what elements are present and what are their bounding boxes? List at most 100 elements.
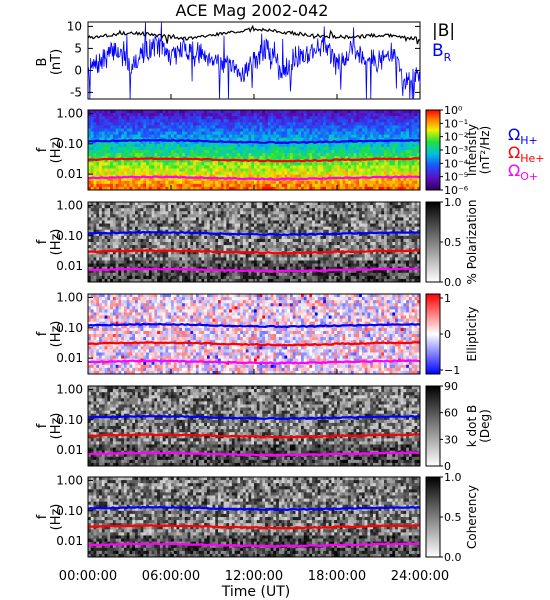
intensity-cell <box>337 159 341 163</box>
intensity-cell <box>325 180 330 185</box>
intensity-cell <box>381 150 385 154</box>
intensity-cell <box>289 119 294 123</box>
intensity-cell <box>270 150 274 154</box>
intensity-cell <box>229 153 233 157</box>
polarization-cell <box>229 220 233 224</box>
polarization-cell <box>90 208 94 212</box>
intensity-cell <box>364 143 368 148</box>
intensity-cell <box>237 180 241 185</box>
intensity-cell <box>276 150 280 154</box>
intensity-cell <box>212 186 216 191</box>
intensity-cell <box>137 159 141 163</box>
intensity-cell <box>154 186 158 191</box>
intensity-cell <box>270 156 274 160</box>
intensity-cell <box>245 125 249 129</box>
intensity-cell <box>110 186 114 191</box>
polarization-cell <box>129 278 133 283</box>
intensity-cell <box>289 131 294 136</box>
polarization-cell <box>123 220 128 224</box>
polarization-cell <box>234 220 238 224</box>
intensity-cell <box>242 150 247 154</box>
intensity-cell <box>361 128 366 132</box>
intensity-cell <box>123 140 128 145</box>
intensity-cell <box>90 134 94 139</box>
intensity-cell <box>353 150 357 154</box>
intensity-cell <box>226 113 230 117</box>
intensity-cell <box>154 131 158 136</box>
intensity-cell <box>301 150 305 154</box>
intensity-cell <box>295 122 299 126</box>
polarization-cell <box>157 269 161 274</box>
intensity-cell <box>348 168 352 172</box>
panel-intensity: 1.000.100.01f (Hz)10⁰10⁻¹10⁻²10⁻³10⁻⁴10⁻⁵… <box>35 104 492 197</box>
intensity-cell <box>414 140 418 145</box>
polarization-cell <box>88 254 92 258</box>
intensity-cell <box>237 174 241 179</box>
intensity-cell <box>88 162 92 166</box>
polarization-cell <box>229 257 233 261</box>
intensity-cell <box>229 168 233 172</box>
intensity-cell <box>226 180 230 185</box>
polarization-cell <box>107 266 111 271</box>
intensity-cell <box>259 153 263 157</box>
polarization-cell <box>168 238 172 243</box>
intensity-cell <box>231 153 236 157</box>
polarization-cell <box>278 205 283 209</box>
intensity-cell <box>328 153 332 157</box>
intensity-cell <box>323 113 327 117</box>
polarization-cell <box>107 245 111 249</box>
intensity-cell <box>137 143 141 148</box>
intensity-cell <box>173 186 177 191</box>
polarization-cell <box>101 260 105 264</box>
intensity-cell <box>372 146 377 151</box>
intensity-cell <box>218 125 222 129</box>
polarization-cell <box>218 220 222 224</box>
intensity-cell <box>292 134 296 139</box>
polarization-cell <box>254 278 258 283</box>
intensity-cell <box>90 165 94 169</box>
intensity-cell <box>99 180 103 185</box>
polarization-cell <box>184 235 188 240</box>
intensity-cell <box>242 113 247 117</box>
intensity-cell <box>414 143 418 148</box>
intensity-cell <box>218 116 222 120</box>
intensity-cell <box>334 125 338 129</box>
intensity-cell <box>339 159 343 163</box>
intensity-cell <box>165 128 169 132</box>
polarization-cell <box>223 217 227 221</box>
polarization-cell <box>143 214 147 218</box>
polarization-cell <box>151 223 155 228</box>
intensity-cell <box>411 128 415 132</box>
intensity-cell <box>350 150 354 154</box>
intensity-cell <box>273 162 277 166</box>
polarization-cell <box>206 235 211 240</box>
polarization-cell <box>229 202 233 206</box>
intensity-cell <box>187 128 191 132</box>
polarization-cell <box>126 251 130 255</box>
intensity-cell <box>254 113 258 117</box>
polarization-cell <box>262 202 266 206</box>
intensity-cell <box>135 140 139 145</box>
intensity-cell <box>350 177 354 182</box>
polarization-cell <box>110 251 114 255</box>
polarization-cell <box>251 205 255 209</box>
polarization-cell <box>173 226 177 231</box>
polarization-cell <box>240 214 244 218</box>
intensity-cell <box>176 137 180 142</box>
polarization-cell <box>118 235 122 240</box>
polarization-cell <box>270 220 274 224</box>
polarization-cell <box>240 220 244 224</box>
intensity-cell <box>226 165 230 169</box>
polarization-cell <box>143 211 147 215</box>
intensity-cell <box>248 143 252 148</box>
intensity-cell <box>276 146 280 151</box>
polarization-cell <box>254 266 258 271</box>
intensity-cell <box>248 156 252 160</box>
polarization-cell <box>248 266 252 271</box>
intensity-cell <box>198 116 202 120</box>
intensity-cell <box>218 180 222 185</box>
polarization-cell <box>187 257 191 261</box>
polarization-cell <box>201 251 205 255</box>
polarization-cell <box>242 202 247 206</box>
intensity-cell <box>292 156 296 160</box>
